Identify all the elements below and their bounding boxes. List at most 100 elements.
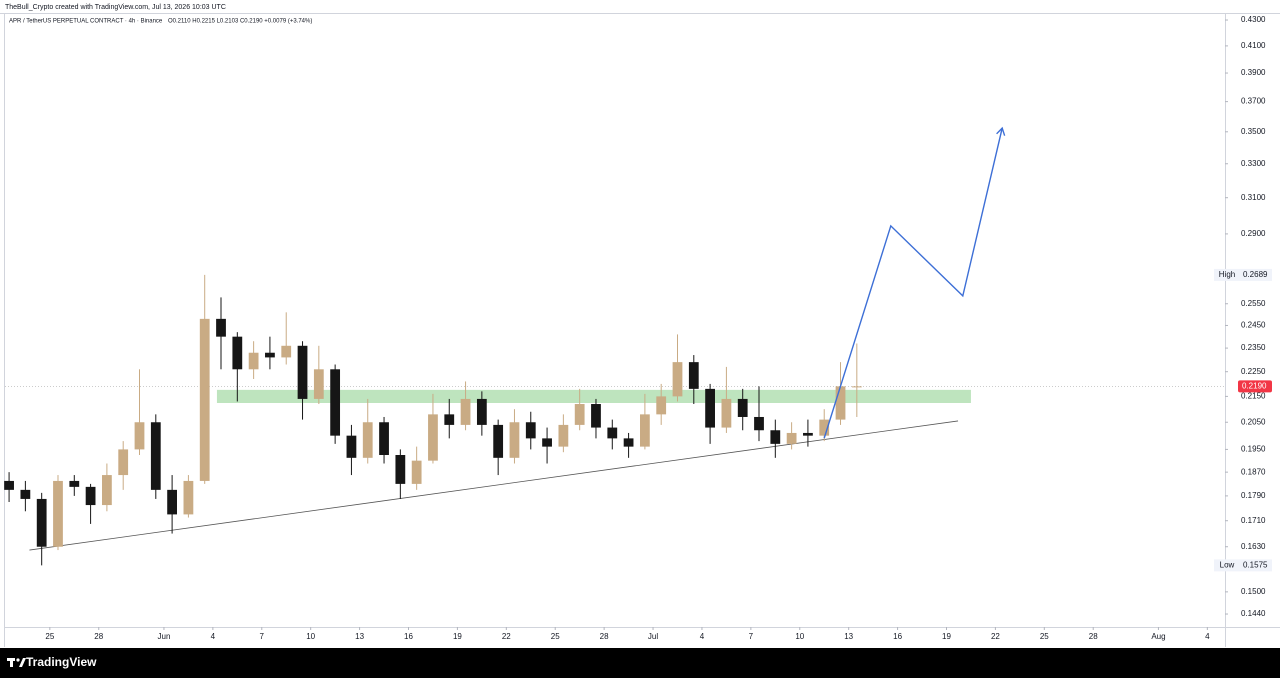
- candle-body: [737, 398, 748, 417]
- candle-body: [428, 414, 438, 461]
- y-tick-label: 0.1500: [1241, 587, 1266, 596]
- candle-body: [476, 398, 487, 425]
- brand-logo: [7, 658, 26, 667]
- footer-bar: [0, 648, 1280, 678]
- candle-body: [216, 318, 226, 337]
- candle-body: [444, 414, 455, 425]
- candle-body: [313, 369, 324, 399]
- credit: TheBull_Crypto created with TradingView.…: [5, 4, 226, 11]
- y-tick-label: 0.2900: [1241, 229, 1266, 238]
- y-tick-label: 0.4300: [1241, 15, 1266, 24]
- marker-name: High: [1219, 270, 1235, 279]
- candle-body: [4, 480, 14, 490]
- x-tick-label: Aug: [1151, 632, 1165, 641]
- candle-body: [623, 438, 634, 447]
- x-tick-label: 19: [453, 632, 462, 641]
- x-tick-label: 13: [355, 632, 364, 641]
- candle-body: [20, 489, 31, 499]
- candle-body: [835, 386, 846, 420]
- marker-name: Low: [1220, 560, 1235, 569]
- candle-body: [411, 460, 422, 484]
- candle-body: [786, 432, 797, 444]
- x-tick-label: 4: [700, 632, 705, 641]
- y-tick-label: 0.1870: [1241, 467, 1266, 476]
- x-tick-label: 28: [600, 632, 609, 641]
- candle-body: [53, 480, 63, 547]
- x-tick-label: 25: [1040, 632, 1049, 641]
- last-price-box: [1238, 380, 1272, 393]
- x-tick-label: 10: [795, 632, 804, 641]
- marker-value-box: [1240, 559, 1272, 572]
- candle-body: [542, 438, 552, 447]
- marker-value-box: [1240, 268, 1272, 281]
- candle-body: [248, 352, 259, 370]
- y-tick-label: 0.3100: [1241, 193, 1266, 202]
- logo-part: [16, 658, 20, 662]
- candle-body: [395, 455, 406, 484]
- candle-body: [362, 422, 373, 458]
- candle-body: [525, 422, 536, 439]
- candle-body: [460, 398, 471, 425]
- candle-body: [167, 489, 177, 515]
- y-tick-label: 0.1710: [1241, 516, 1266, 525]
- candle-body: [102, 475, 112, 506]
- y-tick-label: 0.2150: [1241, 391, 1266, 400]
- candle-body: [85, 486, 96, 506]
- candle-body: [330, 369, 341, 436]
- x-tick-label: 7: [749, 632, 754, 641]
- x-tick-label: 22: [502, 632, 511, 641]
- candle-body: [199, 318, 210, 481]
- candle-body: [803, 432, 813, 436]
- y-tick-label: 0.2250: [1241, 367, 1266, 376]
- projection-path: [823, 127, 1003, 439]
- last-price-label: 0.2190: [1242, 381, 1267, 390]
- y-tick-label: 0.1630: [1241, 542, 1266, 551]
- y-tick-label: 0.2450: [1241, 321, 1266, 330]
- y-tick-label: 0.1440: [1241, 609, 1266, 618]
- y-tick-label: 0.3900: [1241, 68, 1266, 77]
- logo-part: [19, 658, 26, 667]
- x-tick-label: 10: [306, 632, 315, 641]
- marker-name-box: [1214, 268, 1240, 281]
- candle-body: [281, 345, 292, 358]
- candle-body: [574, 404, 585, 425]
- y-tick-label: 0.2050: [1241, 417, 1266, 426]
- candle-body: [36, 498, 47, 547]
- candle-body: [346, 435, 357, 458]
- y-tick-label: 0.4100: [1241, 41, 1266, 50]
- x-tick-label: 25: [551, 632, 560, 641]
- candle-body: [819, 419, 830, 436]
- trendline: [29, 420, 959, 551]
- brand: TradingView: [26, 655, 97, 669]
- x-tick-label: 28: [94, 632, 103, 641]
- legend-values: O0.2110 H0.2215 L0.2103 C0.2190 +0.0079 …: [168, 19, 312, 25]
- candle-body: [639, 414, 650, 447]
- x-tick-label: 16: [404, 632, 413, 641]
- y-tick-label: 0.3500: [1241, 127, 1266, 136]
- x-tick-label: 28: [1089, 632, 1098, 641]
- candle-body: [509, 422, 520, 458]
- candle-body: [297, 345, 308, 399]
- x-tick-label: 13: [844, 632, 853, 641]
- x-tick-label: 25: [45, 632, 54, 641]
- y-tick-label: 0.1950: [1241, 445, 1266, 454]
- candle-body: [591, 404, 601, 428]
- x-tick-label: 19: [942, 632, 951, 641]
- logo-part: [10, 658, 13, 667]
- candle-body: [118, 449, 129, 476]
- x-tick-label: 4: [1205, 632, 1210, 641]
- y-tick-label: 0.1790: [1241, 491, 1266, 500]
- projection-arrowhead: [996, 126, 1006, 136]
- marker-value: 0.1575: [1243, 560, 1268, 569]
- x-tick-label: 4: [211, 632, 216, 641]
- candle-body: [134, 422, 145, 450]
- marker-value: 0.2689: [1243, 270, 1268, 279]
- x-tick-label: Jun: [158, 632, 171, 641]
- support-zone: [216, 389, 971, 403]
- candle-body: [770, 430, 781, 444]
- candle-body: [607, 427, 618, 439]
- candle-body: [705, 388, 715, 428]
- y-tick-label: 0.3300: [1241, 159, 1266, 168]
- y-tick-label: 0.2350: [1241, 343, 1266, 352]
